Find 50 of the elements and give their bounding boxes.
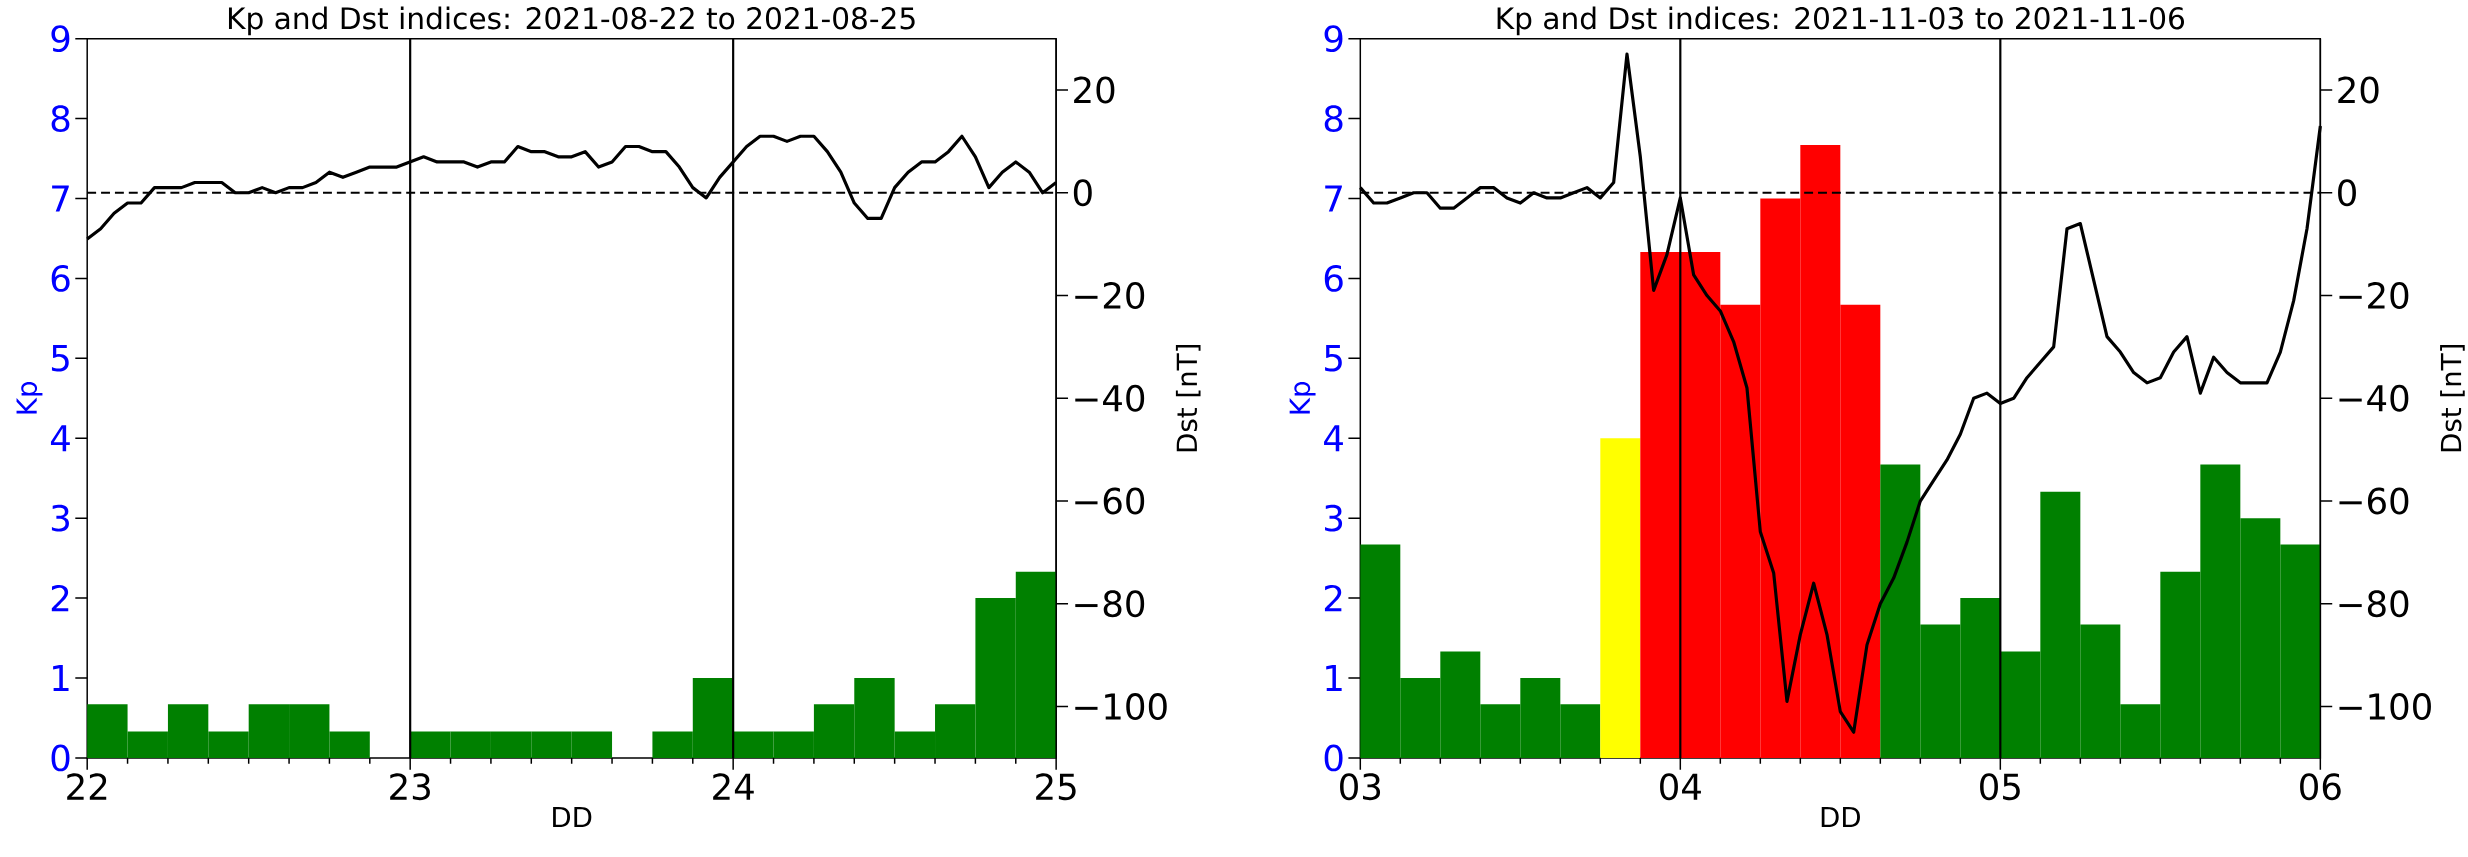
y-tick-label: 3	[1325, 504, 1343, 532]
y2-tick-label: −80	[2339, 590, 2409, 618]
y-tick-label: 5	[51, 345, 69, 372]
y-tick-label: 1	[1326, 665, 1342, 691]
y2-tick-label: −40	[2339, 384, 2409, 412]
y2-tick-label: −100	[1075, 693, 1167, 720]
y2-tick-label: −60	[2339, 487, 2409, 515]
y-tick-label: 0	[51, 744, 70, 772]
x-tick-label: 24	[713, 773, 754, 800]
y-tick-label: 2	[1324, 584, 1342, 612]
y-axis-title: Kp	[16, 381, 43, 414]
y2-tick-label: −40	[1075, 384, 1145, 412]
y2-tick-label: −80	[1075, 590, 1145, 618]
x-axis-title: DD	[553, 806, 592, 828]
chart-title: Kp and Dst indices: 2021-08-22 to 2021-08-25	[228, 6, 915, 36]
x-axis-title: DD	[1821, 806, 1860, 828]
y-tick-label: 1	[53, 665, 69, 691]
y2-tick-label: 0	[2338, 179, 2356, 207]
x-tick-label: 03	[1340, 773, 1381, 801]
y2-tick-label: −20	[1075, 282, 1145, 309]
x-tick-label: 05	[1980, 773, 2020, 801]
chart-title: Kp and Dst indices: 2021-11-03 to 2021-11-06	[1497, 6, 2185, 36]
y2-tick-label: 20	[1074, 76, 1115, 104]
x-tick-label: 06	[2300, 773, 2341, 801]
y-tick-label: 5	[1325, 345, 1342, 372]
y2-tick-label: −20	[2339, 282, 2409, 309]
x-tick-label: 04	[1660, 773, 1701, 801]
y-tick-label: 9	[51, 25, 70, 53]
y2-axis-title: Dst [nT]	[2440, 345, 2465, 452]
y-tick-label: 4	[50, 425, 70, 452]
y-tick-label: 2	[51, 584, 69, 612]
y-tick-label: 6	[1324, 264, 1343, 292]
y2-tick-label: −100	[2339, 693, 2431, 720]
y-tick-label: 4	[1324, 425, 1343, 452]
x-tick-label: 23	[390, 773, 430, 801]
y2-tick-label: −60	[1075, 487, 1145, 515]
y-tick-label: 8	[51, 105, 70, 132]
y-tick-label: 7	[1325, 185, 1342, 212]
y-tick-label: 0	[1324, 744, 1343, 772]
y-tick-label: 8	[1324, 105, 1343, 132]
x-tick-label: 25	[1036, 773, 1076, 801]
y-tick-label: 3	[51, 504, 69, 532]
y2-axis-title: Dst [nT]	[1175, 345, 1201, 452]
y2-tick-label: 20	[2338, 76, 2379, 104]
y2-tick-label: 0	[1073, 179, 1092, 207]
y-tick-label: 6	[51, 264, 70, 292]
x-tick-label: 22	[67, 773, 107, 800]
y-axis-title: Kp	[1289, 381, 1316, 414]
y-tick-label: 7	[52, 185, 69, 212]
y-tick-label: 9	[1324, 25, 1343, 53]
